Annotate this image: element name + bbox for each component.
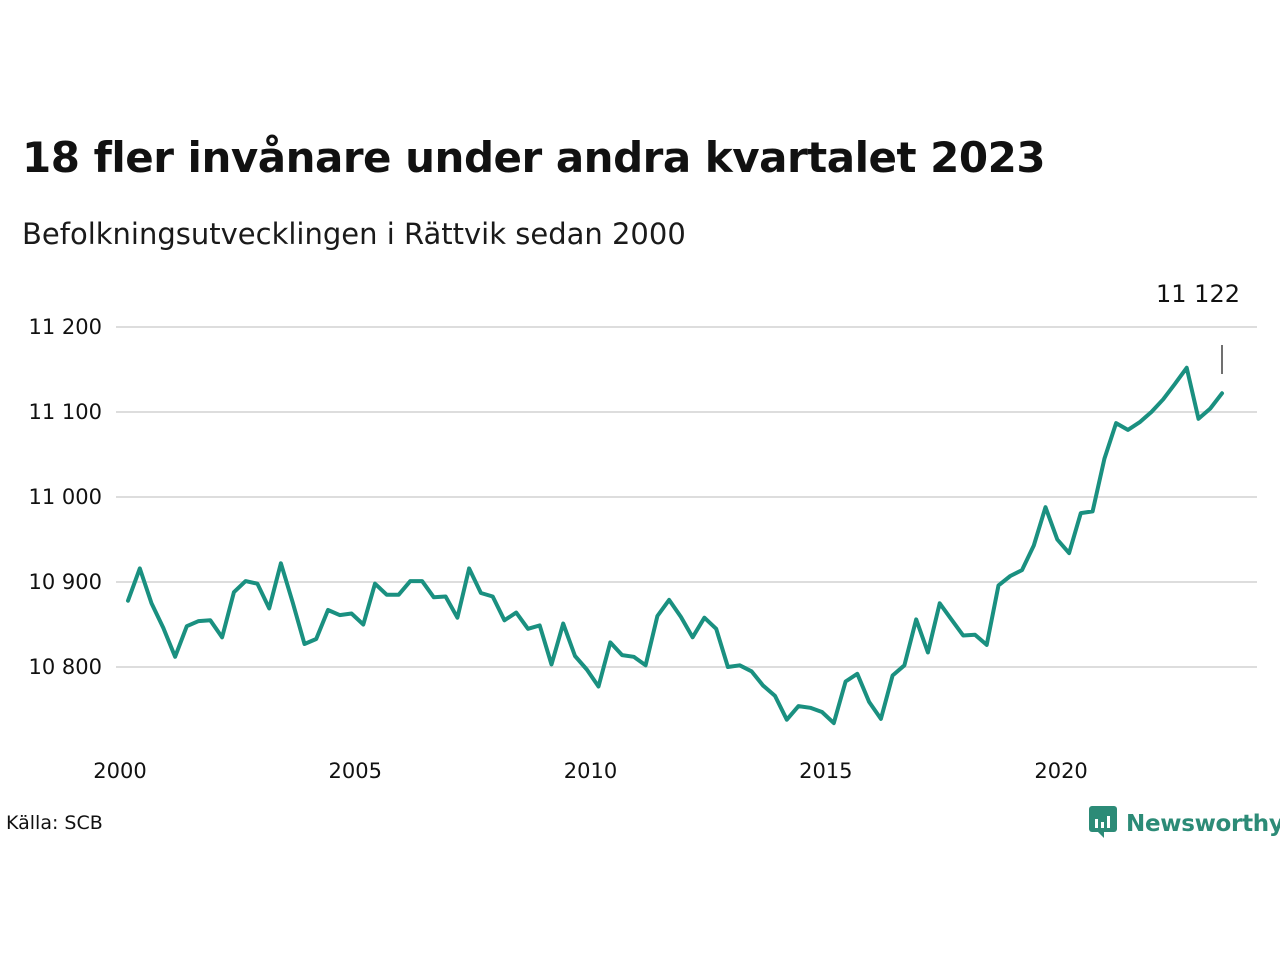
brand-name: Newsworthy <box>1126 811 1280 837</box>
chart-subtitle: Befolkningsutvecklingen i Rättvik sedan … <box>22 217 686 251</box>
series-layer <box>126 365 1224 726</box>
brand-logo[interactable]: Newsworthy <box>1088 805 1280 843</box>
chart-title: 18 fler invånare under andra kvartalet 2… <box>22 133 1046 182</box>
x-tick-label: 2005 <box>329 759 382 783</box>
gridlines <box>116 326 1257 668</box>
x-tick-label: 2010 <box>564 759 617 783</box>
y-tick-label: 11 000 <box>29 485 102 509</box>
source-note: Källa: SCB <box>6 812 103 834</box>
y-tick-label: 10 900 <box>29 570 102 594</box>
x-tick-label: 2020 <box>1034 759 1087 783</box>
x-axis-tick-labels: 2000 2005 2010 2015 2020 <box>93 759 1088 783</box>
y-tick-label: 10 800 <box>29 655 102 679</box>
y-axis-tick-labels: 10 800 10 900 11 000 11 100 11 200 <box>29 315 102 679</box>
newsworthy-logo-icon <box>1088 805 1118 843</box>
series-line <box>126 365 1224 726</box>
y-tick-label: 11 200 <box>29 315 102 339</box>
y-tick-label: 11 100 <box>29 400 102 424</box>
annotation-label: 11 122 <box>1156 280 1240 308</box>
x-tick-label: 2015 <box>799 759 852 783</box>
x-tick-label: 2000 <box>93 759 146 783</box>
annotation-layer: 11 122 <box>1156 280 1240 374</box>
